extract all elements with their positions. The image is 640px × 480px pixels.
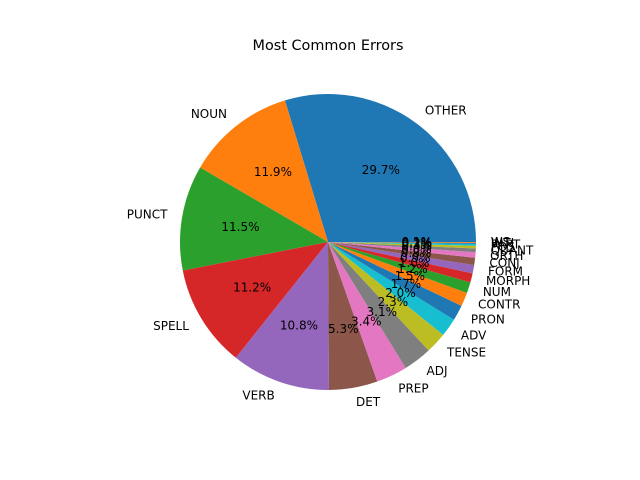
chart-title: Most Common Errors bbox=[253, 38, 404, 54]
slice-label-intj: INTJ bbox=[491, 236, 514, 250]
slice-percent-form: 0.9% bbox=[400, 251, 431, 265]
slice-label-conj: CONJ bbox=[489, 256, 519, 270]
slice-labels: OTHER NOUN PUNCT SPELL VERB DET PREP ADJ TENSE AD… bbox=[127, 104, 534, 409]
slice-percent-prep: 3.4% bbox=[351, 315, 382, 329]
pie-slice-contr bbox=[328, 242, 467, 306]
pie-slice-conj bbox=[328, 242, 476, 266]
slice-label-adv: ADV bbox=[461, 329, 487, 343]
slice-percent-adv: 2.0% bbox=[385, 286, 416, 300]
pie-slice-quant bbox=[328, 242, 476, 253]
slice-percent-contr: 1.5% bbox=[395, 269, 426, 283]
slice-percent-other: 29.7% bbox=[362, 163, 400, 177]
slice-label-morph: MORPH bbox=[486, 274, 530, 288]
pie-slice-num bbox=[328, 242, 471, 294]
slice-label-contr: CONTR bbox=[478, 298, 520, 312]
pie-slice-part bbox=[328, 242, 476, 246]
slice-percent-punct: 11.5% bbox=[221, 220, 259, 234]
slice-percent-intj: 0.1% bbox=[402, 235, 433, 249]
slice-label-pron: PRON bbox=[471, 312, 505, 326]
slice-label-det: DET bbox=[356, 395, 381, 409]
pie-slice-det bbox=[328, 242, 378, 390]
slice-label-noun: NOUN bbox=[191, 107, 227, 121]
slice-percent-num: 1.2% bbox=[397, 262, 428, 276]
slice-label-punct: PUNCT bbox=[127, 208, 168, 222]
pie-slice-spell bbox=[182, 242, 328, 358]
pie-slice-morph bbox=[328, 242, 473, 283]
slice-percent-ws: 0.1% bbox=[402, 235, 433, 249]
pie-slice-intj bbox=[328, 242, 476, 244]
pie-slice-punct bbox=[179, 167, 328, 271]
slice-label-prep: PREP bbox=[398, 381, 428, 395]
slice-percent-noun: 11.9% bbox=[254, 165, 292, 179]
slice-percent-pron: 1.7% bbox=[391, 277, 422, 291]
slice-percent-orth: 0.6% bbox=[401, 242, 432, 256]
pie-slice-noun bbox=[200, 100, 328, 242]
slice-label-form: FORM bbox=[488, 265, 523, 279]
slice-percent-det: 5.3% bbox=[328, 322, 359, 336]
pie-slice-tense bbox=[328, 242, 444, 351]
pie-slice-adj bbox=[328, 242, 429, 368]
slice-percent-spell: 11.2% bbox=[233, 281, 271, 295]
pie-slice-ws bbox=[328, 242, 477, 243]
pie-slices bbox=[179, 94, 477, 391]
slice-label-verb: VERB bbox=[242, 388, 274, 402]
slice-label-pos: POS bbox=[491, 240, 515, 254]
slice-percentages: 29.7% 11.9% 11.5% 11.2% 10.8% 5.3%3.4%3.1%2.3… bbox=[221, 163, 432, 336]
slice-label-quant: QUANT bbox=[491, 244, 534, 258]
slice-percent-quant: 0.4% bbox=[401, 240, 432, 254]
pie-slice-form bbox=[328, 242, 475, 274]
slice-percent-verb: 10.8% bbox=[280, 318, 318, 332]
pie-slice-prep bbox=[328, 242, 406, 382]
slice-percent-morph: 1.0% bbox=[399, 256, 430, 270]
pie-slice-pron bbox=[328, 242, 462, 320]
slice-percent-part: 0.2% bbox=[402, 236, 433, 250]
slice-percent-pos: 0.3% bbox=[402, 238, 433, 252]
slice-label-num: NUM bbox=[483, 285, 511, 299]
slice-label-adj: ADJ bbox=[427, 364, 448, 378]
pie-slice-verb bbox=[235, 242, 329, 391]
pie-slice-adv bbox=[328, 242, 454, 335]
slice-label-spell: SPELL bbox=[153, 319, 189, 333]
pie-slice-other bbox=[284, 94, 476, 243]
slice-percent-conj: 0.8% bbox=[401, 246, 432, 260]
slice-percent-tense: 2.3% bbox=[378, 295, 409, 309]
slice-label-part: PART bbox=[491, 238, 521, 252]
slice-label-ws: WS bbox=[491, 235, 510, 249]
slice-label-orth: ORTH bbox=[490, 249, 523, 263]
slice-percent-adj: 3.1% bbox=[367, 305, 398, 319]
slice-label-other: OTHER bbox=[425, 104, 467, 118]
pie-slice-pos bbox=[328, 242, 476, 249]
slice-label-tense: TENSE bbox=[446, 346, 486, 360]
pie-slice-orth bbox=[328, 242, 476, 258]
